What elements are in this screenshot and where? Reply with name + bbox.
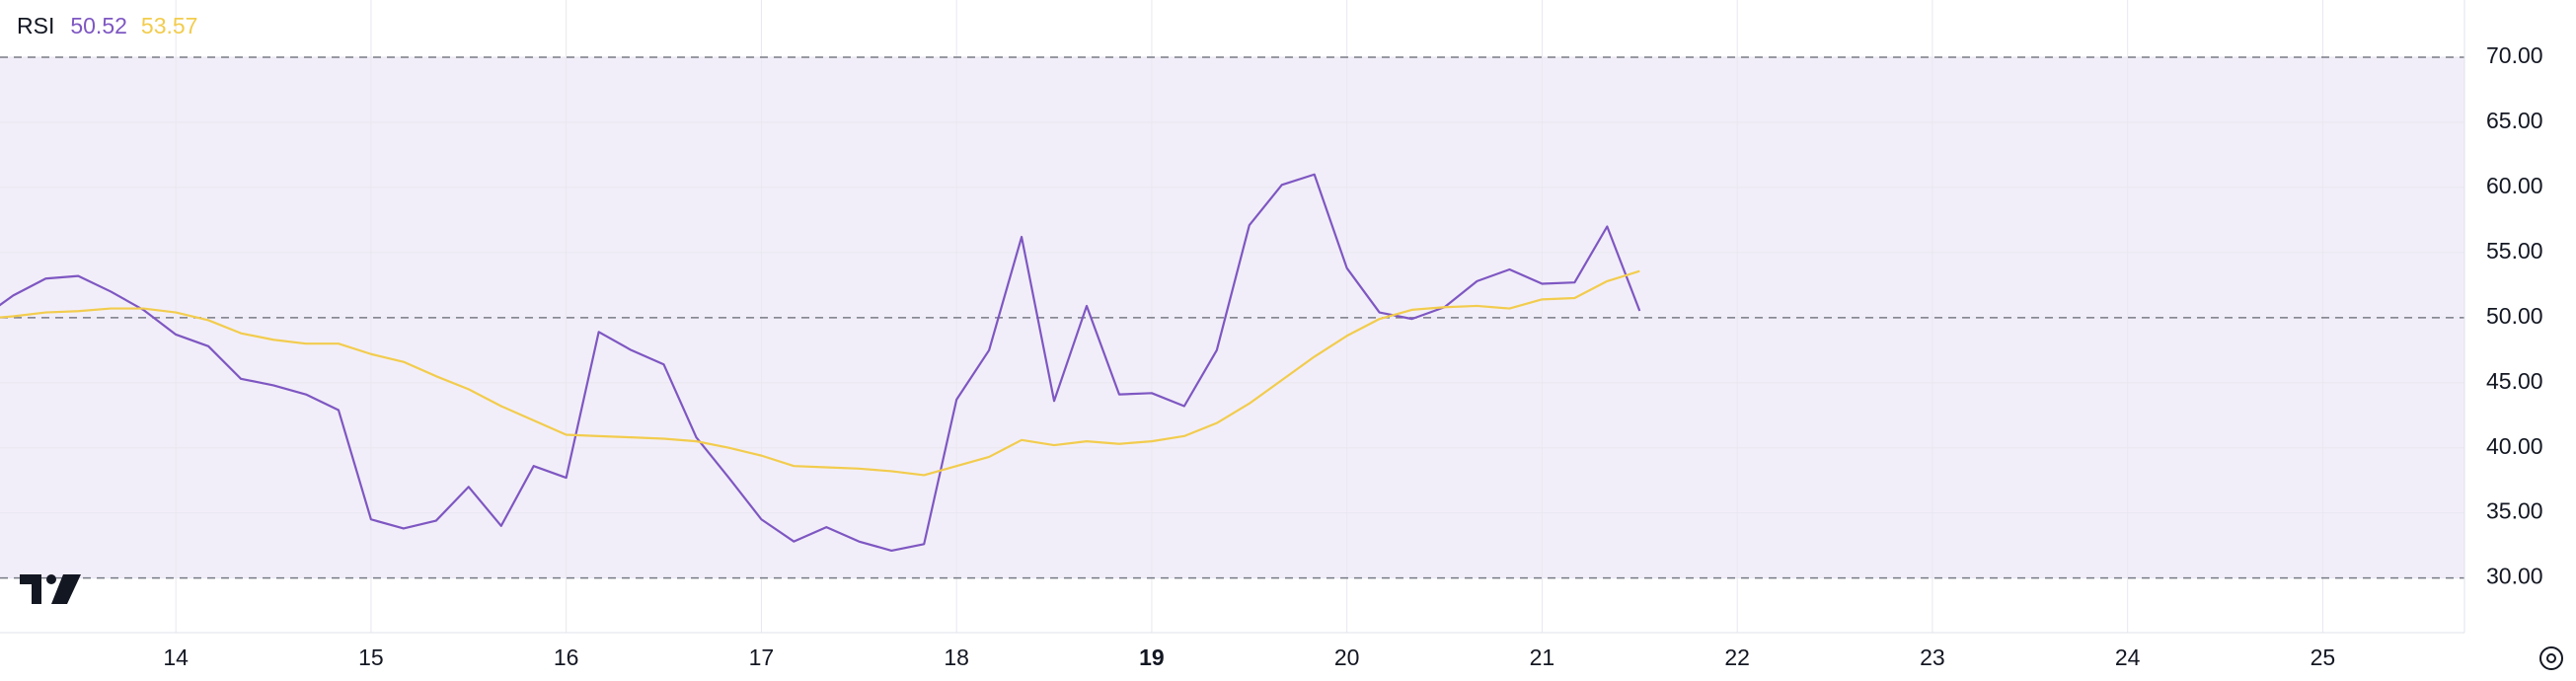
x-tick-label: 18	[944, 644, 969, 670]
x-tick-label: 22	[1724, 644, 1750, 670]
tradingview-logo	[20, 574, 81, 604]
y-tick-label: 40.00	[2486, 433, 2543, 459]
y-tick-label: 50.00	[2486, 303, 2543, 329]
x-tick-label: 17	[749, 644, 775, 670]
x-tick-label: 14	[163, 644, 189, 670]
x-tick-label: 19	[1139, 644, 1165, 670]
x-tick-label: 21	[1530, 644, 1555, 670]
series-line	[0, 173, 1641, 553]
x-tick-label: 15	[358, 644, 384, 670]
y-tick-label: 45.00	[2486, 368, 2543, 394]
y-tick-label: 60.00	[2486, 173, 2543, 198]
y-tick-label: 35.00	[2486, 498, 2543, 524]
x-tick-label: 20	[1334, 644, 1360, 670]
background-layer	[0, 0, 2464, 633]
y-tick-label: 55.00	[2486, 238, 2543, 264]
y-tick-label: 70.00	[2486, 42, 2543, 68]
x-tick-label: 25	[2311, 644, 2336, 670]
x-tick-label: 23	[1920, 644, 1945, 670]
y-tick-label: 65.00	[2486, 108, 2543, 133]
series-line	[0, 269, 1640, 477]
x-tick-label: 16	[554, 644, 579, 670]
indicator-name: RSI	[17, 13, 54, 38]
plot-area	[0, 173, 1641, 553]
rsi-value: 50.52	[70, 13, 127, 38]
x-tick-label: 24	[2115, 644, 2141, 670]
settings-icon[interactable]	[2539, 646, 2563, 670]
y-tick-label: 30.00	[2486, 564, 2543, 589]
ma-value: 53.57	[141, 13, 198, 38]
